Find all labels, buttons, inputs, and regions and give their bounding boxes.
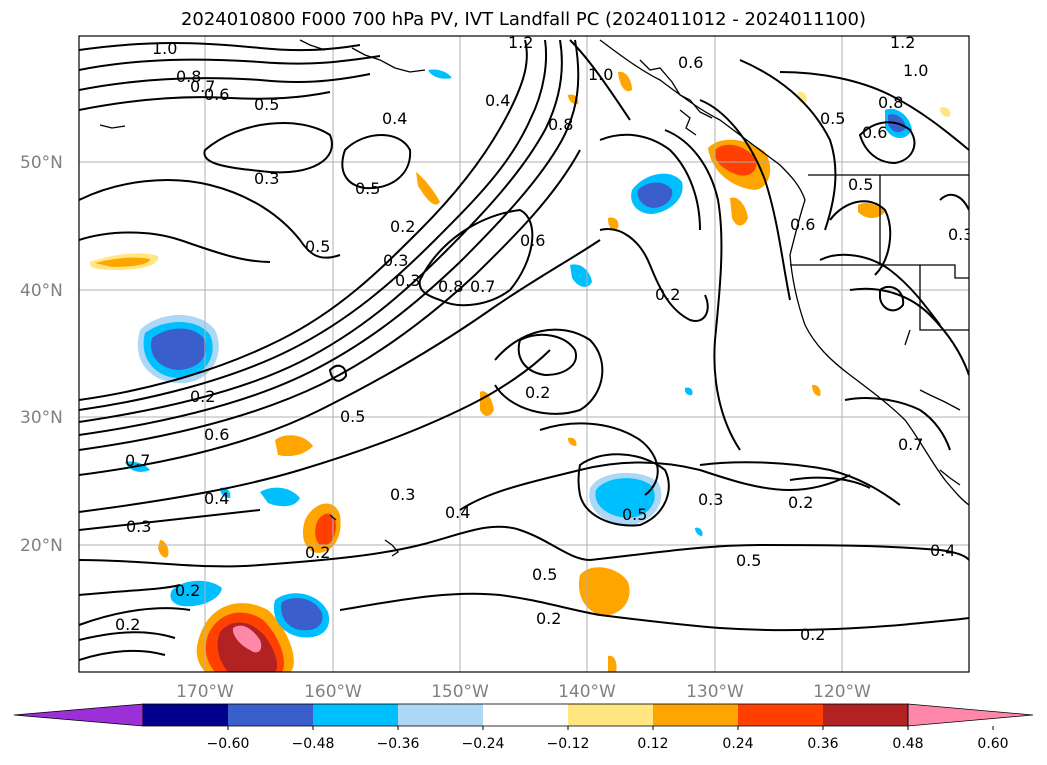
pv-contours bbox=[79, 39, 969, 661]
colorbar-segment bbox=[738, 704, 823, 726]
contour-label: 0.4 bbox=[445, 503, 470, 522]
contour-label: 0.5 bbox=[848, 175, 873, 194]
lon-label-130w: 130°W bbox=[686, 682, 744, 702]
colorbar-outline bbox=[142, 703, 909, 727]
lon-label-160w: 160°W bbox=[304, 682, 362, 702]
contour-label: 0.4 bbox=[930, 541, 955, 560]
contour-label: 0.5 bbox=[340, 407, 365, 426]
colorbar: −0.60 −0.48 −0.36 −0.24 −0.12 0.12 0.24 0.36 0.4… bbox=[13, 703, 1034, 752]
colorbar-tick-label: 0.36 bbox=[807, 736, 838, 752]
contour-label: 0.4 bbox=[485, 91, 510, 110]
colorbar-tick-label: −0.48 bbox=[292, 736, 335, 752]
map-title: 2024010800 F000 700 hPa PV, IVT Landfall… bbox=[180, 9, 867, 30]
contour-label: 0.8 bbox=[548, 115, 573, 134]
colorbar-extend-high bbox=[907, 703, 1034, 727]
contour-label: 0.2 bbox=[525, 383, 550, 402]
lat-label-20n: 20°N bbox=[20, 536, 63, 556]
contour-label: 0.3 bbox=[254, 169, 279, 188]
colorbar-tick-label: 0.60 bbox=[977, 736, 1008, 752]
lon-label-170w: 170°W bbox=[176, 682, 234, 702]
contour-label: 0.6 bbox=[862, 123, 887, 142]
contour-label: 0.6 bbox=[790, 215, 815, 234]
contour-label: 0.2 bbox=[190, 387, 215, 406]
colorbar-segment bbox=[398, 704, 483, 726]
contour-label: 0.2 bbox=[800, 625, 825, 644]
contour-label: 0.6 bbox=[520, 231, 545, 250]
contour-label: 0.5 bbox=[736, 551, 761, 570]
colorbar-extend-low bbox=[13, 703, 144, 727]
contour-label: 0.7 bbox=[125, 451, 150, 470]
lon-label-140w: 140°W bbox=[558, 682, 616, 702]
lat-label-40n: 40°N bbox=[20, 281, 63, 301]
contour-label: 1.0 bbox=[903, 61, 928, 80]
colorbar-tick-label: −0.60 bbox=[207, 736, 250, 752]
contour-label: 0.5 bbox=[254, 95, 279, 114]
lat-label-30n: 30°N bbox=[20, 408, 63, 428]
contour-label: 0.3 bbox=[395, 271, 420, 290]
colorbar-tick-label: 0.12 bbox=[637, 736, 668, 752]
contour-label: 0.3 bbox=[126, 517, 151, 536]
contour-label: 0.8 bbox=[438, 277, 463, 296]
contour-label: 1.2 bbox=[508, 33, 533, 52]
contour-label: 0.2 bbox=[115, 615, 140, 634]
contour-label: 0.2 bbox=[390, 217, 415, 236]
contour-label: 0.2 bbox=[536, 609, 561, 628]
contour-label: 0.3 bbox=[383, 251, 408, 270]
contour-label: 0.3 bbox=[698, 490, 723, 509]
colorbar-segment bbox=[568, 704, 653, 726]
contour-label: 0.3 bbox=[390, 485, 415, 504]
lat-label-50n: 50°N bbox=[20, 153, 63, 173]
coastlines bbox=[99, 39, 969, 557]
contour-label: 0.2 bbox=[175, 581, 200, 600]
contour-label: 0.8 bbox=[176, 67, 201, 86]
contour-label: 0.5 bbox=[622, 505, 647, 524]
lon-label-120w: 120°W bbox=[813, 682, 871, 702]
contour-label: 1.2 bbox=[890, 33, 915, 52]
contour-label: 0.7 bbox=[190, 77, 215, 96]
colorbar-tick-label: −0.12 bbox=[547, 736, 590, 752]
contour-label: 0.2 bbox=[788, 493, 813, 512]
contour-label: 0.5 bbox=[532, 565, 557, 584]
contour-label: 0.7 bbox=[470, 277, 495, 296]
longitude-labels: 170°W 160°W 150°W 140°W 130°W 120°W bbox=[176, 682, 871, 702]
contour-label: 0.4 bbox=[204, 489, 229, 508]
colorbar-segment bbox=[653, 704, 738, 726]
contour-label: 0.3 bbox=[948, 225, 973, 244]
lon-label-150w: 150°W bbox=[431, 682, 489, 702]
contour-label: 0.5 bbox=[820, 109, 845, 128]
contour-label: 0.6 bbox=[204, 85, 229, 104]
latitude-labels: 50°N 40°N 30°N 20°N bbox=[20, 153, 63, 556]
map-frame bbox=[78, 35, 970, 673]
contour-label: 0.4 bbox=[382, 109, 407, 128]
colorbar-segment bbox=[228, 704, 313, 726]
contour-label: 0.2 bbox=[655, 285, 680, 304]
contour-label: 0.2 bbox=[305, 543, 330, 562]
contour-label: 0.5 bbox=[305, 237, 330, 256]
colorbar-segment bbox=[483, 704, 568, 726]
colorbar-segment bbox=[143, 704, 228, 726]
contour-label: 1.0 bbox=[588, 65, 613, 84]
contour-label: 0.7 bbox=[898, 435, 923, 454]
contour-label: 0.8 bbox=[878, 93, 903, 112]
colorbar-tick-label: −0.24 bbox=[462, 736, 505, 752]
colorbar-tick-label: 0.48 bbox=[892, 736, 923, 752]
contour-labels: 1.0 0.8 0.7 0.6 0.5 0.4 0.3 0.5 0.5 0.2 … bbox=[115, 33, 973, 644]
colorbar-tick-label: 0.24 bbox=[722, 736, 753, 752]
contour-label: 0.6 bbox=[204, 425, 229, 444]
colorbar-segment bbox=[313, 704, 398, 726]
contour-label: 0.6 bbox=[678, 53, 703, 72]
contour-label: 0.5 bbox=[355, 179, 380, 198]
colorbar-tick-label: −0.36 bbox=[377, 736, 420, 752]
colorbar-segment bbox=[823, 704, 908, 726]
contour-label: 1.0 bbox=[152, 39, 177, 58]
